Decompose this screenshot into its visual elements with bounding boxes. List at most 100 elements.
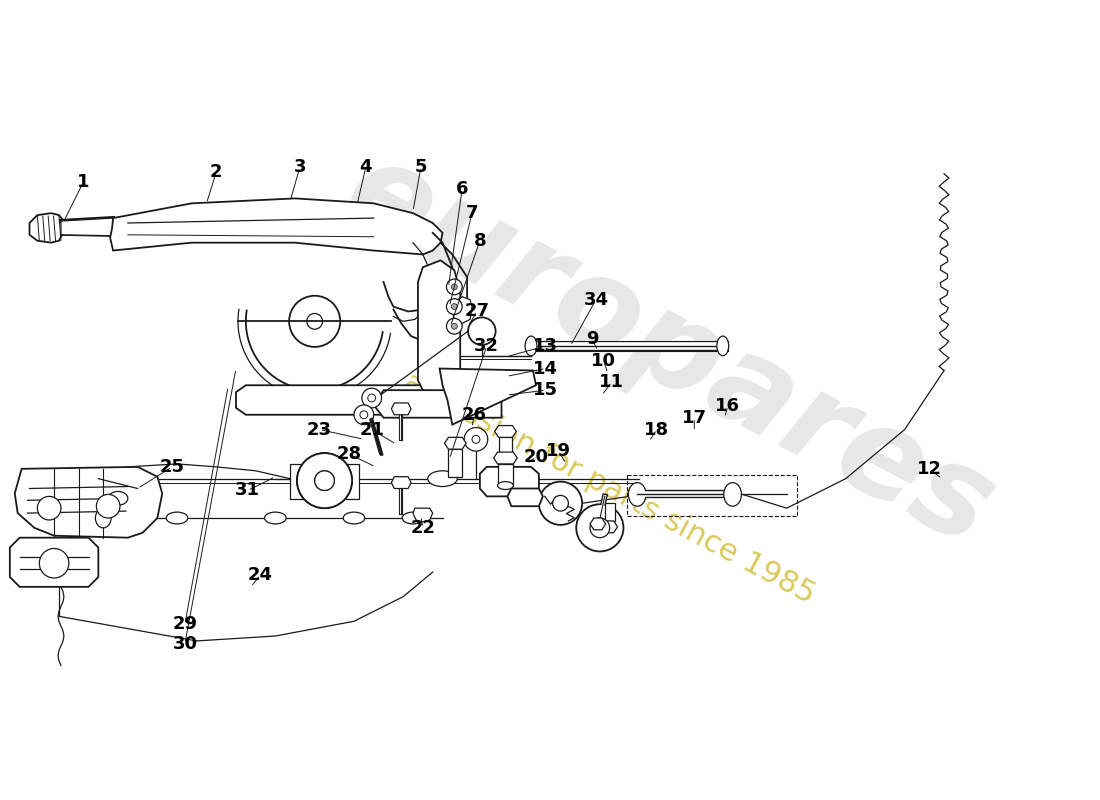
Circle shape (590, 518, 609, 538)
Circle shape (469, 318, 496, 345)
Polygon shape (236, 386, 432, 414)
Text: 8: 8 (474, 232, 486, 250)
Text: europares: europares (324, 130, 1013, 572)
Circle shape (576, 504, 624, 551)
Polygon shape (374, 390, 502, 418)
Text: 3: 3 (294, 158, 306, 176)
Circle shape (447, 318, 462, 334)
Text: 17: 17 (682, 409, 707, 426)
Bar (449, 449, 462, 477)
Ellipse shape (343, 512, 365, 524)
Text: 26: 26 (462, 406, 486, 424)
Bar (497, 464, 514, 486)
Polygon shape (60, 218, 113, 236)
Text: 32: 32 (474, 337, 499, 355)
Polygon shape (444, 438, 466, 449)
Circle shape (451, 304, 458, 310)
Polygon shape (30, 213, 64, 242)
Polygon shape (495, 426, 516, 438)
Text: 10: 10 (592, 352, 616, 370)
Ellipse shape (403, 512, 424, 524)
Text: 13: 13 (534, 337, 559, 355)
Text: 15: 15 (534, 381, 559, 399)
Polygon shape (590, 518, 606, 530)
Text: 12: 12 (916, 460, 942, 478)
Bar (498, 438, 513, 467)
Text: 9: 9 (585, 330, 598, 348)
Polygon shape (600, 521, 617, 533)
Bar (627, 474, 796, 516)
Polygon shape (10, 538, 98, 587)
Text: 5: 5 (415, 158, 427, 176)
Text: 24: 24 (249, 566, 273, 584)
Text: 1: 1 (77, 173, 90, 190)
Text: 23: 23 (307, 421, 332, 438)
Ellipse shape (717, 336, 728, 356)
Text: 31: 31 (235, 482, 261, 499)
Circle shape (539, 482, 582, 525)
Circle shape (451, 284, 458, 290)
Ellipse shape (497, 482, 514, 490)
Circle shape (315, 471, 334, 490)
Circle shape (307, 314, 322, 329)
Polygon shape (14, 467, 163, 538)
Text: 19: 19 (546, 442, 571, 460)
Text: a passion for parts since 1985: a passion for parts since 1985 (399, 367, 821, 610)
Text: 11: 11 (600, 374, 624, 391)
Polygon shape (452, 297, 472, 323)
Text: 6: 6 (455, 179, 469, 198)
Polygon shape (494, 452, 517, 464)
Text: 20: 20 (524, 448, 549, 466)
Circle shape (315, 471, 334, 490)
Text: 14: 14 (534, 359, 559, 378)
Text: 30: 30 (173, 635, 197, 653)
Circle shape (464, 427, 487, 451)
Text: 22: 22 (410, 519, 436, 537)
Polygon shape (440, 369, 536, 425)
Text: 21: 21 (360, 421, 384, 438)
Circle shape (297, 453, 352, 508)
Circle shape (447, 279, 462, 294)
Circle shape (360, 411, 367, 418)
Bar (605, 503, 615, 521)
Ellipse shape (628, 482, 646, 506)
Circle shape (367, 394, 375, 402)
Circle shape (472, 435, 480, 443)
Ellipse shape (525, 336, 537, 356)
Ellipse shape (166, 512, 188, 524)
Ellipse shape (264, 512, 286, 524)
Circle shape (362, 388, 382, 408)
Ellipse shape (724, 482, 741, 506)
Circle shape (447, 298, 462, 314)
Text: 34: 34 (583, 290, 608, 309)
Circle shape (354, 405, 374, 425)
Text: 16: 16 (715, 397, 740, 415)
Polygon shape (418, 260, 460, 395)
Polygon shape (392, 477, 411, 489)
Circle shape (297, 453, 352, 508)
Text: 27: 27 (464, 302, 490, 321)
Circle shape (37, 496, 60, 520)
Text: 7: 7 (465, 204, 478, 222)
Text: 25: 25 (160, 458, 185, 476)
Bar (290, 464, 359, 499)
Text: 29: 29 (173, 615, 197, 634)
Circle shape (552, 495, 569, 511)
Text: 28: 28 (337, 445, 362, 463)
Polygon shape (412, 508, 432, 522)
Text: 4: 4 (360, 158, 372, 176)
Polygon shape (110, 198, 442, 254)
Circle shape (289, 296, 340, 347)
Text: 18: 18 (645, 421, 670, 438)
Ellipse shape (108, 491, 128, 506)
Ellipse shape (96, 508, 111, 528)
Circle shape (97, 494, 120, 518)
Text: 2: 2 (210, 163, 222, 181)
Polygon shape (507, 489, 542, 506)
Polygon shape (392, 403, 411, 414)
Circle shape (40, 549, 69, 578)
Circle shape (451, 323, 458, 329)
Ellipse shape (428, 471, 458, 486)
Polygon shape (480, 467, 539, 496)
Polygon shape (245, 310, 383, 390)
